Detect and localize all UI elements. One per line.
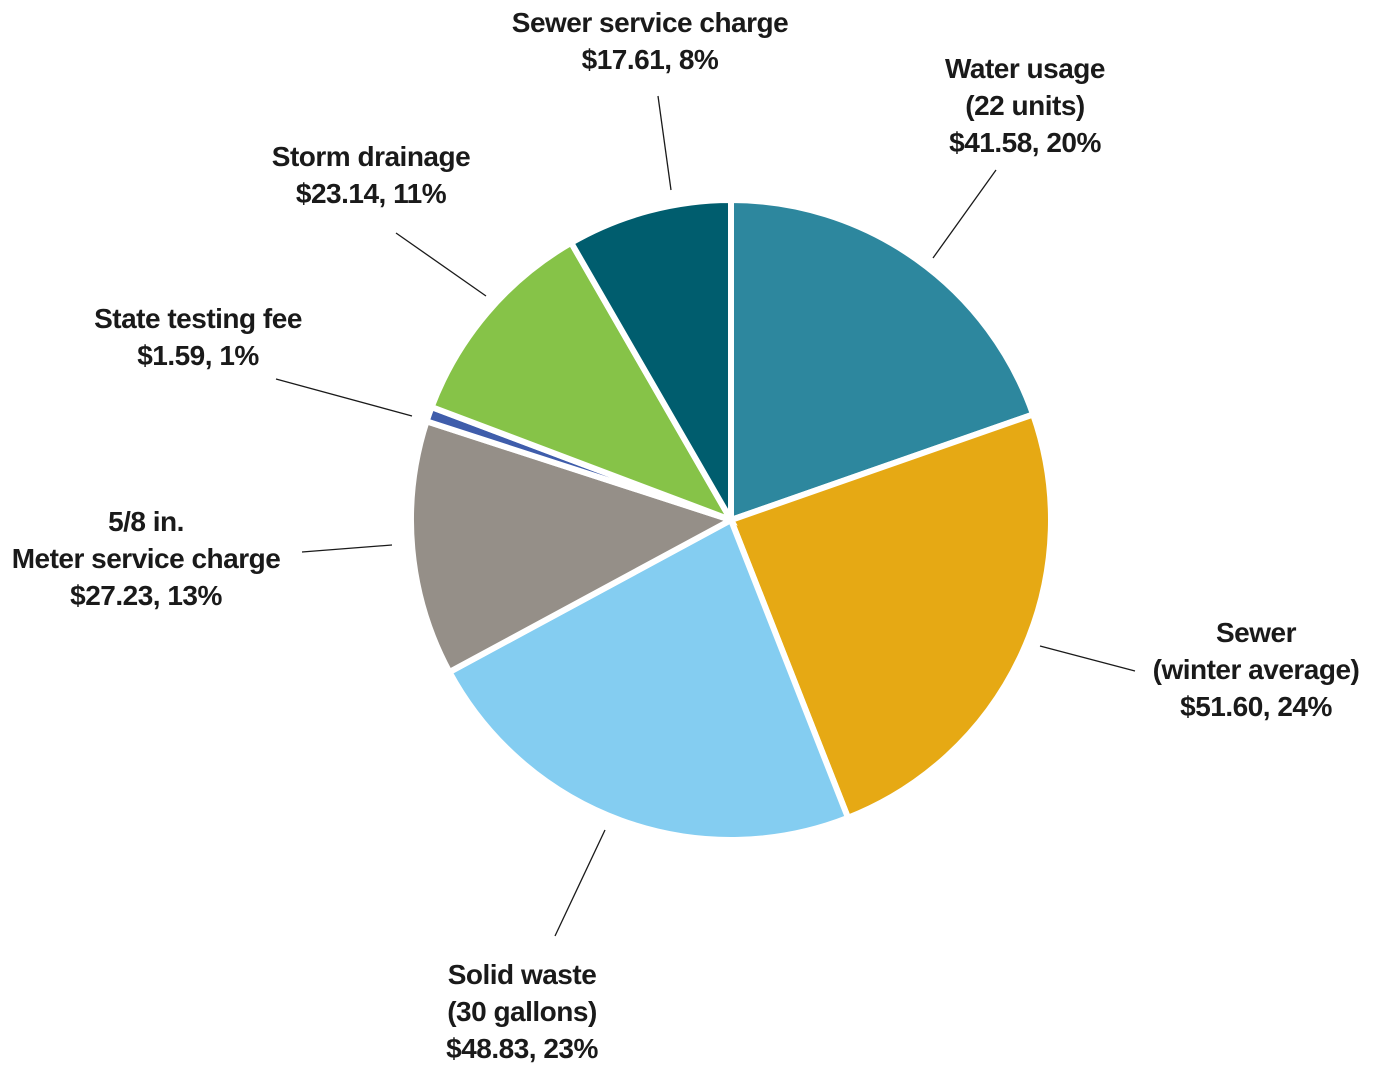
slice-label-line: (22 units) (965, 90, 1084, 121)
leader-lines (275, 95, 1136, 937)
slice-label-line: (winter average) (1153, 654, 1360, 685)
slice-label-line: $17.61, 8% (582, 44, 719, 75)
slice-label-line: 5/8 in. (108, 506, 184, 537)
pie-slice-5 (427, 238, 738, 526)
pie-slices (408, 196, 1054, 843)
slice-label-line: Solid waste (448, 959, 597, 990)
slice-label-line: $23.14, 11% (296, 178, 447, 209)
leader-line-1 (1039, 645, 1136, 672)
slice-label-line: (30 gallons) (447, 996, 597, 1027)
slice-label-line: Sewer service charge (512, 7, 788, 38)
slice-label-2: Solid waste (30 gallons) $48.83, 23% (446, 959, 598, 1064)
slice-label-line: $27.23, 13% (70, 580, 222, 611)
slice-label-line: Sewer (1216, 617, 1297, 648)
slice-label-5: Storm drainage $23.14, 11% (272, 141, 470, 209)
slice-label-1: Sewer (winter average) $51.60, 24% (1153, 617, 1360, 722)
slice-label-line: $48.83, 23% (446, 1033, 598, 1064)
slice-label-line: Meter service charge (12, 543, 281, 574)
leader-line-4 (275, 378, 413, 417)
slice-label-line: Water usage (945, 53, 1105, 84)
leader-line-2 (554, 829, 606, 937)
leader-line-0 (932, 169, 997, 259)
pie-slice-6 (567, 196, 734, 532)
slice-label-6: Sewer service charge $17.61, 8% (512, 7, 788, 75)
slice-label-line: Storm drainage (272, 141, 470, 172)
slice-label-line: $1.59, 1% (137, 340, 259, 371)
slice-label-3: 5/8 in. Meter service charge $27.23, 13% (12, 506, 281, 611)
pie-slice-2 (445, 515, 852, 843)
slice-label-line: $51.60, 24% (1180, 691, 1332, 722)
leader-line-6 (657, 95, 672, 191)
leader-line-3 (301, 544, 393, 553)
slice-label-4: State testing fee $1.59, 1% (94, 303, 302, 371)
leader-line-5 (395, 232, 487, 297)
pie-slice-3 (408, 417, 739, 677)
slice-label-line: $41.58, 20% (949, 127, 1101, 158)
slice-label-0: Water usage (22 units) $41.58, 20% (945, 53, 1105, 158)
slice-labels: Water usage (22 units) $41.58, 20% Sewer (wi… (12, 7, 1360, 1064)
slice-label-line: State testing fee (94, 303, 302, 334)
